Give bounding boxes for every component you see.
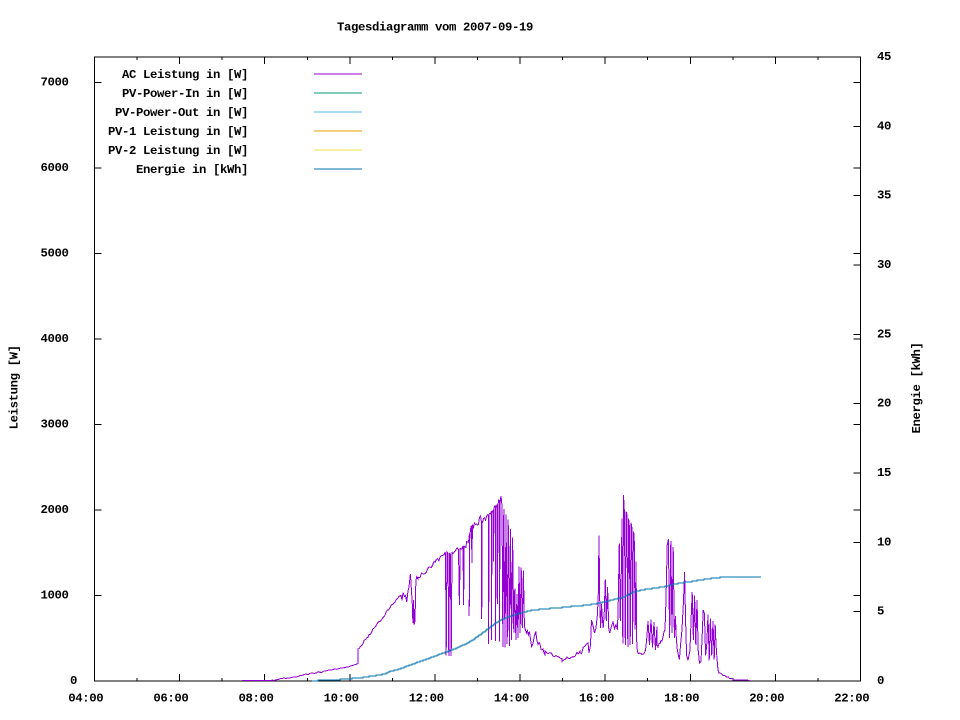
svg-text:16:00: 16:00 xyxy=(579,692,614,706)
svg-text:PV-1 Leistung in [W]: PV-1 Leistung in [W] xyxy=(108,125,248,139)
svg-text:0: 0 xyxy=(877,674,884,688)
svg-text:10: 10 xyxy=(877,535,891,549)
svg-text:7000: 7000 xyxy=(41,76,69,90)
svg-text:30: 30 xyxy=(877,258,891,272)
svg-text:PV-Power-In in [W]: PV-Power-In in [W] xyxy=(122,87,248,101)
svg-text:PV-Power-Out in [W]: PV-Power-Out in [W] xyxy=(115,106,248,120)
svg-text:22:00: 22:00 xyxy=(834,692,869,706)
svg-text:2000: 2000 xyxy=(41,503,69,517)
svg-text:08:00: 08:00 xyxy=(239,692,274,706)
svg-text:Energie in [kWh]: Energie in [kWh] xyxy=(136,163,248,177)
svg-text:40: 40 xyxy=(877,119,891,133)
svg-text:3000: 3000 xyxy=(41,418,69,432)
svg-text:45: 45 xyxy=(877,50,891,64)
svg-text:6000: 6000 xyxy=(41,161,69,175)
svg-text:Energie [kWh]: Energie [kWh] xyxy=(910,343,924,434)
svg-text:04:00: 04:00 xyxy=(68,692,103,706)
svg-text:0: 0 xyxy=(70,674,77,688)
svg-text:10:00: 10:00 xyxy=(324,692,359,706)
svg-text:35: 35 xyxy=(877,189,891,203)
svg-text:12:00: 12:00 xyxy=(409,692,444,706)
svg-text:5: 5 xyxy=(877,605,884,619)
svg-text:20: 20 xyxy=(877,397,891,411)
svg-text:15: 15 xyxy=(877,466,891,480)
svg-text:4000: 4000 xyxy=(41,332,69,346)
svg-text:25: 25 xyxy=(877,327,891,341)
svg-text:06:00: 06:00 xyxy=(153,692,188,706)
svg-text:20:00: 20:00 xyxy=(749,692,784,706)
svg-text:AC Leistung in [W]: AC Leistung in [W] xyxy=(122,68,248,82)
svg-text:1000: 1000 xyxy=(41,589,69,603)
svg-text:5000: 5000 xyxy=(41,247,69,261)
svg-text:Leistung [W]: Leistung [W] xyxy=(8,345,22,429)
svg-text:PV-2 Leistung in [W]: PV-2 Leistung in [W] xyxy=(108,144,248,158)
svg-text:14:00: 14:00 xyxy=(494,692,529,706)
svg-text:18:00: 18:00 xyxy=(664,692,699,706)
svg-text:Tagesdiagramm vom 2007-09-19: Tagesdiagramm vom 2007-09-19 xyxy=(337,20,533,34)
